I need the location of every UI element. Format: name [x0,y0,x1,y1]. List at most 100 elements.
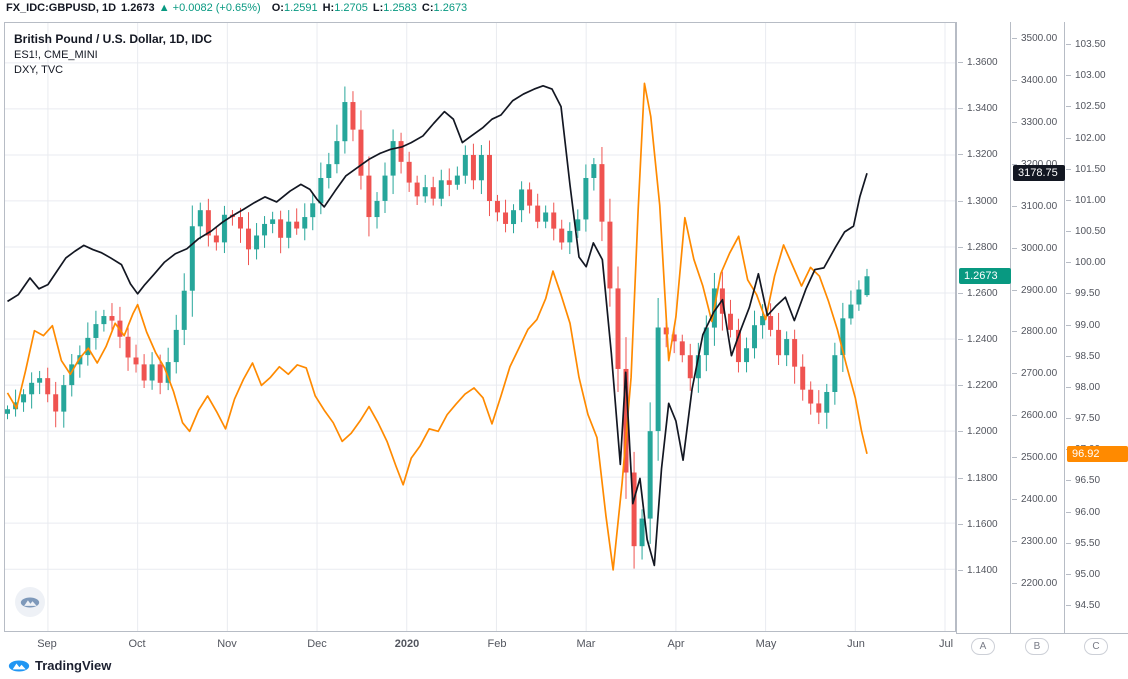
price-tick-label: 1.3400 [967,103,998,114]
tick-mark [1066,512,1071,513]
price-tick-label: 99.50 [1075,288,1101,299]
legend-item-gbpusd[interactable]: British Pound / U.S. Dollar, 1D, IDC [14,32,213,46]
price-tick-label: 3200.00 [1021,159,1057,170]
chart-canvas[interactable] [5,23,955,631]
tick-mark [1012,80,1017,81]
legend-item-dxy[interactable]: DXY, TVC [14,64,64,76]
price-tick-label: 96.50 [1075,475,1101,486]
tradingview-branding[interactable]: TradingView [8,658,111,673]
axis-a-button[interactable]: A [971,638,995,655]
time-tick-label: Apr [667,638,685,650]
price-tick-label: 1.2200 [967,380,998,391]
tick-mark [1066,231,1071,232]
price-tick-label: 3300.00 [1021,117,1058,128]
price-tick-label: 100.00 [1075,257,1106,268]
tick-mark [1066,262,1071,263]
price-tick-label: 1.1600 [967,519,998,530]
gbpusd-candlestick-series[interactable] [5,86,870,569]
price-tick-label: 2500.00 [1021,452,1058,463]
last-price: 1.2673 [121,2,155,14]
tick-mark [1012,373,1017,374]
price-tick-label: 2600.00 [1021,410,1058,421]
low-label: L: [372,2,384,14]
price-tick-label: 102.50 [1075,101,1106,112]
time-tick-label: Dec [307,638,327,650]
up-arrow-icon: ▲ [158,2,170,14]
tick-mark [1012,206,1017,207]
axis-b-button[interactable]: B [1025,638,1049,655]
ohlc-readout: O:1.2591 H:1.2705 L:1.2583 C:1.2673 [267,2,467,14]
tick-mark [958,201,963,202]
time-tick-label: May [755,638,777,650]
price-tick-label: 98.50 [1075,351,1101,362]
tick-mark [958,293,963,294]
low-value: 1.2583 [383,2,417,14]
price-tick-label: 97.50 [1075,413,1101,424]
tick-mark [958,570,963,571]
tick-mark [1012,583,1017,584]
tick-mark [1012,164,1017,165]
chart-legend: British Pound / U.S. Dollar, 1D, IDC ES1… [14,32,212,76]
tick-mark [1066,325,1071,326]
close-label: C: [421,2,434,14]
axis-c-button[interactable]: C [1084,638,1108,655]
price-tick-label: 99.00 [1075,320,1101,331]
price-tick-label: 96.00 [1075,507,1101,518]
price-axis-a[interactable]: 1.3600 1.3400 1.3200 1.3000 1.2800 1.2600 1.24… [956,22,1011,634]
chart-plot-area[interactable]: British Pound / U.S. Dollar, 1D, IDC ES1… [4,22,956,632]
last-price-badge-b: 3178.75 [1013,165,1065,181]
tick-mark [958,431,963,432]
close-value: 1.2673 [433,2,468,14]
time-axis[interactable]: Sep Oct Nov Dec 2020 Feb Mar Apr May Jun Jul [4,633,956,655]
tick-mark [1012,290,1017,291]
tick-mark [958,478,963,479]
price-tick-label: 1.1800 [967,473,998,484]
symbol-name: FX_IDC:GBPUSD, 1D [6,2,117,14]
price-tick-label: 94.50 [1075,600,1101,611]
tick-mark [958,108,963,109]
last-price-badge-a: 1.2673 [959,268,1011,284]
price-axis-c[interactable]: 103.50 103.00 102.50 102.00 101.50 101.00 100.… [1064,22,1128,634]
tick-mark [1066,387,1071,388]
price-tick-label: 98.00 [1075,382,1101,393]
price-tick-label: 1.3600 [967,57,998,68]
time-tick-label: Mar [576,638,596,650]
time-tick-label: Oct [128,638,146,650]
price-tick-label: 2900.00 [1021,285,1058,296]
tick-mark [1012,248,1017,249]
tick-mark [1012,122,1017,123]
tick-mark [958,339,963,340]
tick-mark [1012,541,1017,542]
price-tick-label: 1.3200 [967,149,998,160]
price-tick-label: 95.00 [1075,569,1101,580]
tick-mark [1066,200,1071,201]
tick-mark [1066,138,1071,139]
grid-lines [5,23,955,631]
price-tick-label: 3500.00 [1021,33,1058,44]
time-tick-label: Feb [487,638,507,650]
es1-line-series[interactable] [7,84,868,567]
price-tick-label: 3000.00 [1021,243,1058,254]
last-price-badge-c: 96.92 [1067,446,1128,462]
time-tick-label: 2020 [394,638,420,650]
tick-mark [1066,106,1071,107]
tick-mark [1012,415,1017,416]
brand-name: TradingView [35,658,112,673]
open-value: 1.2591 [283,2,318,14]
price-tick-label: 2200.00 [1021,578,1058,589]
price-axis-b[interactable]: 3500.00 3400.00 3300.00 3200.00 3100.00 3000.… [1010,22,1065,634]
price-tick-label: 1.2400 [967,334,998,345]
tick-mark [1066,169,1071,170]
tradingview-watermark-button[interactable] [15,587,45,617]
price-tick-label: 103.00 [1075,70,1106,81]
price-tick-label: 1.2800 [967,242,998,253]
dxy-line-series[interactable] [6,82,868,571]
price-tick-label: 100.50 [1075,226,1106,237]
legend-item-es1[interactable]: ES1!, CME_MINI [14,49,98,61]
price-tick-label: 2800.00 [1021,326,1058,337]
tick-mark [1066,574,1071,575]
tick-mark [958,247,963,248]
price-tick-label: 1.1400 [967,565,998,576]
price-tick-label: 102.00 [1075,133,1106,144]
